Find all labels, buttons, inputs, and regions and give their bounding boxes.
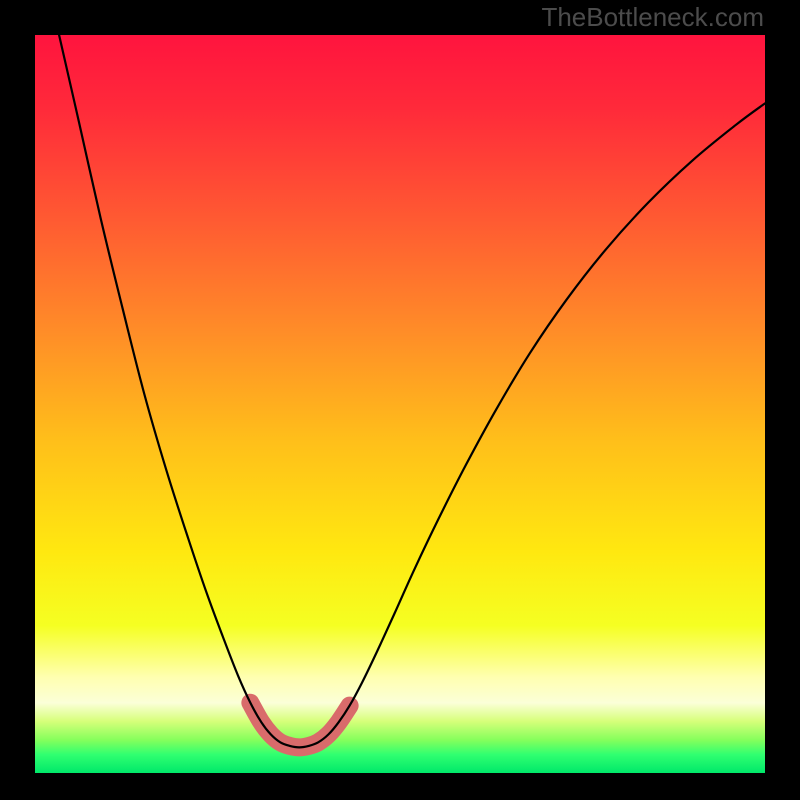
bottleneck-curve <box>59 35 765 747</box>
highlight-arc <box>250 703 349 748</box>
chart-stage: TheBottleneck.com <box>0 0 800 800</box>
watermark-text: TheBottleneck.com <box>541 2 764 33</box>
chart-svg <box>0 0 800 800</box>
